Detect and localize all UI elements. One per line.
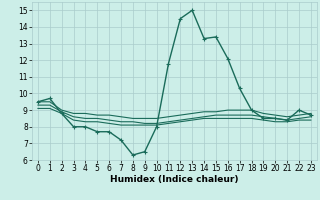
X-axis label: Humidex (Indice chaleur): Humidex (Indice chaleur) xyxy=(110,175,239,184)
